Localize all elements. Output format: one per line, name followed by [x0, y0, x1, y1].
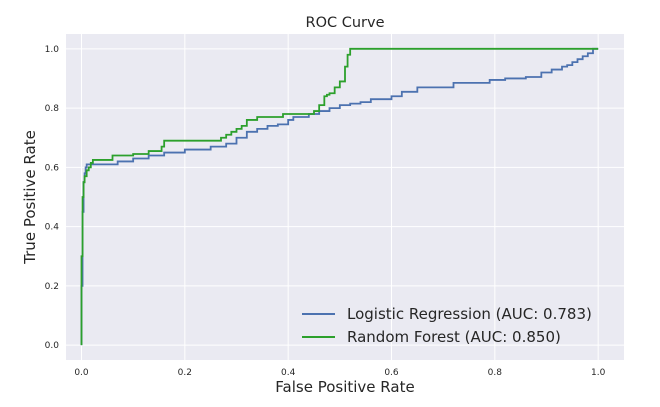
legend: Logistic Regression (AUC: 0.783) Random …: [302, 305, 592, 346]
y-tick-label: 1.0: [45, 45, 60, 55]
chart-title: ROC Curve: [306, 15, 385, 31]
ticks: 0.0 0.2 0.4 0.6 0.8 1.0 0.0 0.2 0.4 0.6 0.8 1.0: [45, 45, 606, 378]
x-tick-label: 0.6: [384, 368, 399, 378]
grid: [66, 34, 624, 360]
legend-label-random-forest: Random Forest (AUC: 0.850): [347, 328, 561, 346]
y-axis-label: True Positive Rate: [21, 130, 39, 265]
y-tick-label: 0.4: [45, 223, 60, 233]
x-tick-label: 0.0: [74, 368, 89, 378]
x-tick-label: 0.4: [281, 368, 296, 378]
series-line-random-forest: [80, 47, 599, 346]
y-tick-label: 0.0: [45, 341, 60, 351]
y-tick-label: 0.2: [45, 282, 59, 292]
legend-label-logistic-regression: Logistic Regression (AUC: 0.783): [347, 305, 592, 323]
x-tick-label: 1.0: [591, 368, 606, 378]
x-axis-label: False Positive Rate: [275, 378, 414, 396]
x-tick-label: 0.8: [488, 368, 503, 378]
y-tick-label: 0.8: [45, 104, 60, 114]
plot-background: [66, 34, 624, 360]
x-tick-label: 0.2: [178, 368, 192, 378]
y-tick-label: 0.6: [45, 163, 60, 173]
series-layer: [80, 47, 599, 346]
